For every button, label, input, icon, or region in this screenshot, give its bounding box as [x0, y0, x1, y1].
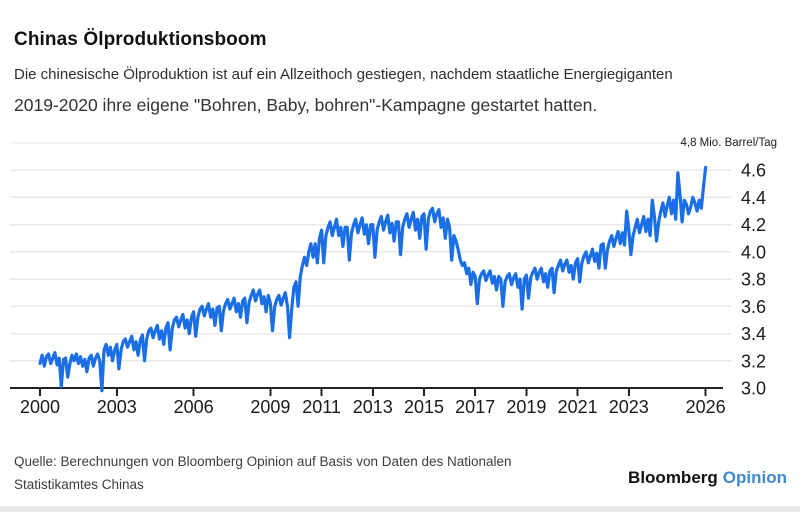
y-axis-tick-label: 3.0: [741, 379, 766, 399]
y-axis-unit-label: 4,8 Mio. Barrel/Tag: [680, 137, 777, 149]
y-axis-tick-label: 3.4: [741, 324, 766, 344]
y-axis-tick-label: 4.4: [741, 188, 766, 208]
source-line2: Statistikamtes Chinas: [14, 477, 144, 492]
y-axis-tick-label: 3.6: [741, 297, 766, 317]
source-line1: Quelle: Berechnungen von Bloomberg Opini…: [14, 454, 512, 469]
logo-opinion: Opinion: [722, 468, 787, 487]
bottom-window-edge: [0, 506, 800, 512]
x-axis-tick-label: 2026: [686, 397, 726, 417]
page-title: Chinas Ölproduktionsboom: [14, 28, 267, 50]
y-axis-tick-label: 4.2: [741, 215, 766, 235]
x-axis-tick-label: 2023: [609, 397, 649, 417]
x-axis-tick-label: 2013: [353, 397, 393, 417]
y-axis-tick-label: 4.0: [741, 242, 766, 262]
x-axis-tick-label: 2021: [558, 397, 598, 417]
logo-bloomberg: Bloomberg: [628, 468, 718, 487]
y-axis-tick-label: 4.6: [741, 161, 766, 181]
source-note: Quelle: Berechnungen von Bloomberg Opini…: [14, 450, 512, 496]
chart-subtitle-line1: Die chinesische Ölproduktion ist auf ein…: [14, 66, 673, 83]
bloomberg-opinion-logo: Bloomberg Opinion: [628, 468, 787, 488]
x-axis-tick-label: 2000: [20, 397, 60, 417]
x-axis-tick-label: 2011: [302, 397, 341, 417]
x-axis-tick-label: 2009: [250, 397, 290, 417]
x-axis-tick-label: 2006: [174, 397, 214, 417]
y-axis-tick-label: 3.2: [741, 351, 766, 371]
x-axis-tick-label: 2003: [97, 397, 137, 417]
x-axis-tick-label: 2019: [506, 397, 546, 417]
oil-production-series-line: [38, 165, 708, 393]
y-axis-tick-label: 3.8: [741, 270, 766, 290]
x-axis-tick-label: 2017: [455, 397, 495, 417]
x-axis-tick-label: 2015: [404, 397, 444, 417]
chart-subtitle-line2: 2019-2020 ihre eigene "Bohren, Baby, boh…: [14, 94, 598, 115]
